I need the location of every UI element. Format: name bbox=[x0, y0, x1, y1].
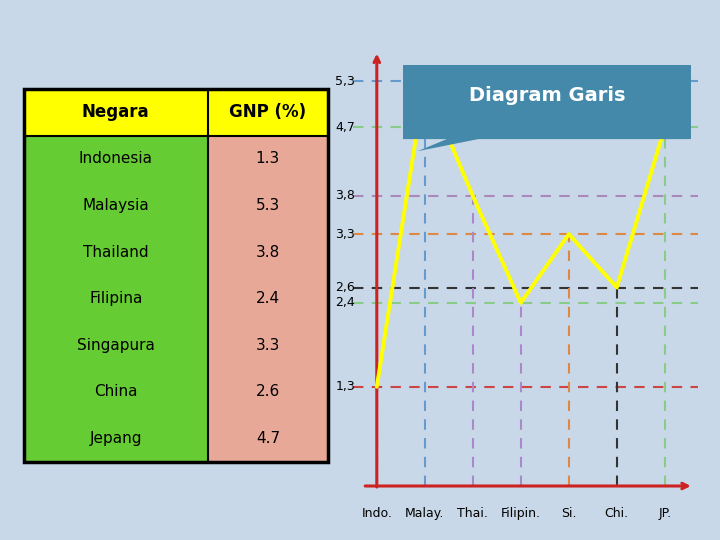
Text: Negara: Negara bbox=[82, 103, 150, 122]
Text: 5,3: 5,3 bbox=[336, 75, 355, 88]
Text: 2.4: 2.4 bbox=[256, 291, 280, 306]
Text: Si.: Si. bbox=[561, 508, 577, 521]
Text: Jepang: Jepang bbox=[89, 431, 142, 446]
Text: 1.3: 1.3 bbox=[256, 152, 280, 166]
Text: Diagram Garis: Diagram Garis bbox=[469, 85, 626, 105]
Text: GNP (%): GNP (%) bbox=[229, 103, 307, 122]
Text: 4,7: 4,7 bbox=[336, 120, 355, 134]
FancyBboxPatch shape bbox=[24, 136, 207, 462]
Text: Indo.: Indo. bbox=[361, 508, 392, 521]
Text: Malay.: Malay. bbox=[405, 508, 444, 521]
Text: Thailand: Thailand bbox=[83, 245, 148, 260]
Text: Filipina: Filipina bbox=[89, 291, 143, 306]
Text: 5.3: 5.3 bbox=[256, 198, 280, 213]
Text: Indonesia: Indonesia bbox=[78, 152, 153, 166]
Text: 3.8: 3.8 bbox=[256, 245, 280, 260]
FancyBboxPatch shape bbox=[392, 62, 703, 139]
Text: 2.6: 2.6 bbox=[256, 384, 280, 399]
Polygon shape bbox=[418, 136, 495, 151]
Text: JP.: JP. bbox=[658, 508, 671, 521]
Text: China: China bbox=[94, 384, 138, 399]
Text: 2,4: 2,4 bbox=[336, 296, 355, 309]
Text: Thai.: Thai. bbox=[457, 508, 488, 521]
FancyBboxPatch shape bbox=[24, 89, 207, 136]
Text: 4.7: 4.7 bbox=[256, 431, 280, 446]
FancyBboxPatch shape bbox=[207, 136, 328, 462]
Text: Singapura: Singapura bbox=[77, 338, 155, 353]
Text: Filipin.: Filipin. bbox=[501, 508, 541, 521]
Text: Chi.: Chi. bbox=[605, 508, 629, 521]
Text: 3.3: 3.3 bbox=[256, 338, 280, 353]
Text: Malaysia: Malaysia bbox=[82, 198, 149, 213]
Text: 3,8: 3,8 bbox=[336, 190, 355, 202]
Text: 1,3: 1,3 bbox=[336, 380, 355, 393]
Text: 2,6: 2,6 bbox=[336, 281, 355, 294]
Text: 3,3: 3,3 bbox=[336, 227, 355, 240]
FancyBboxPatch shape bbox=[207, 89, 328, 136]
